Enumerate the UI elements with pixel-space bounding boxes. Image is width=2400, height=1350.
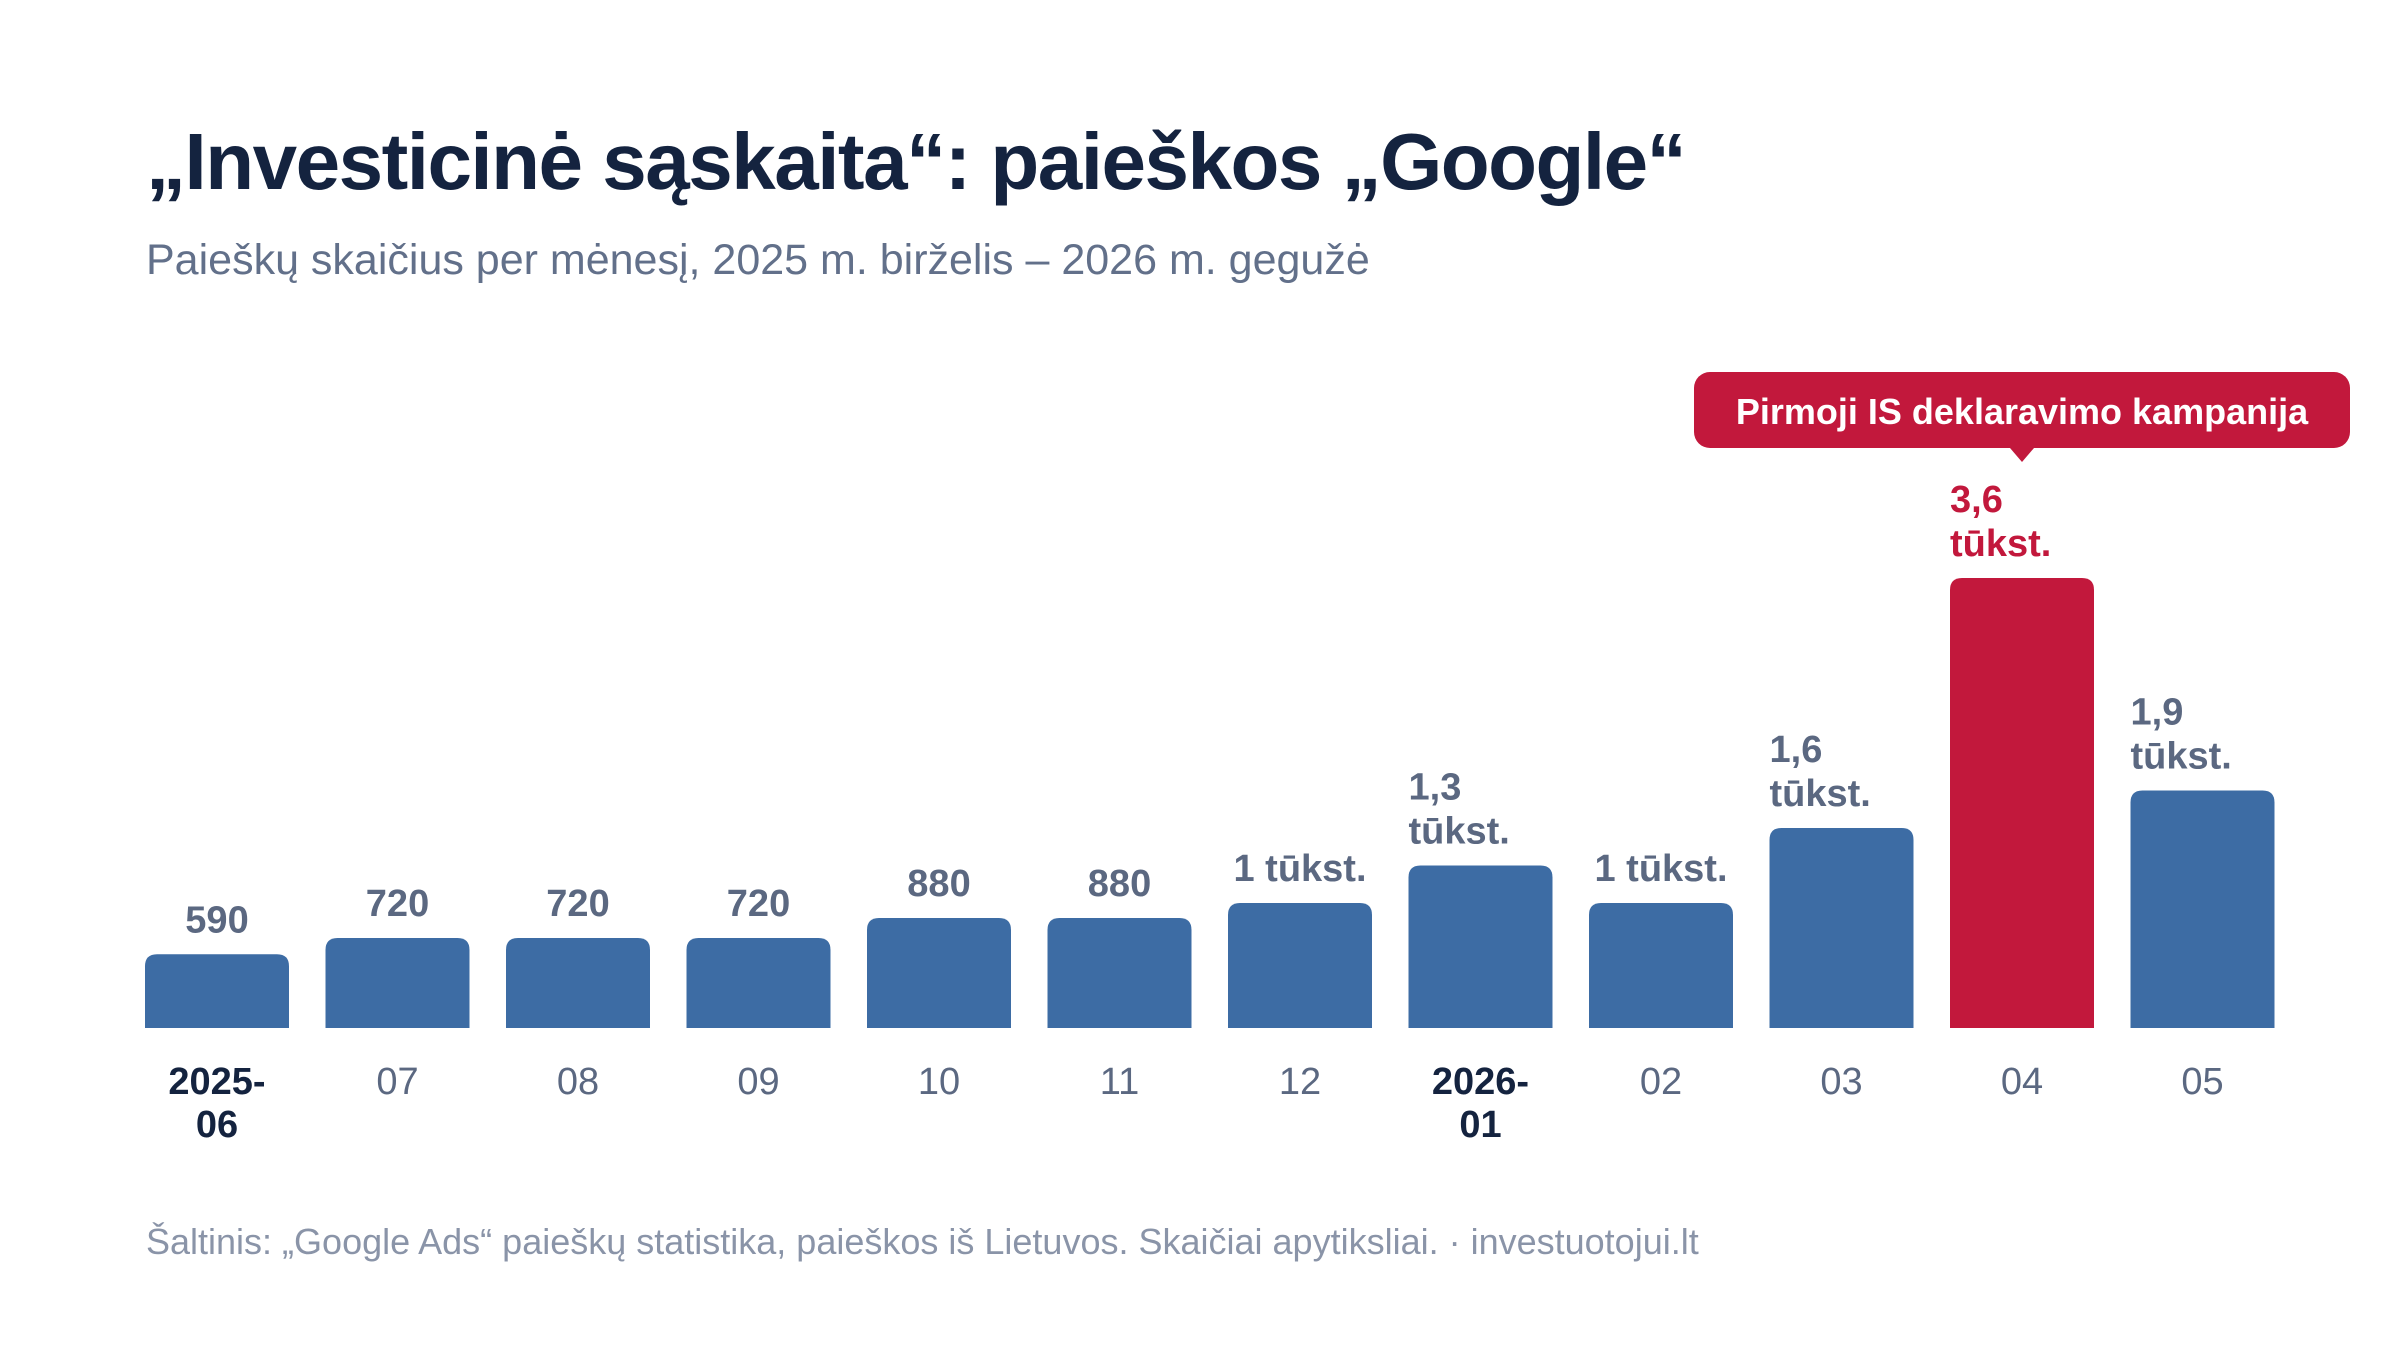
bar <box>1589 903 1733 1028</box>
x-tick-label: 01 <box>1459 1104 1501 1146</box>
bar-value-label: tūkst. <box>1409 811 1510 853</box>
bar-value-label: 720 <box>546 883 609 925</box>
x-tick-label: 06 <box>196 1104 238 1146</box>
bar-value-label: 1,9 <box>2131 692 2184 734</box>
x-tick-label: 07 <box>376 1061 418 1103</box>
x-tick-label: 02 <box>1640 1061 1682 1103</box>
bar-value-label: tūkst. <box>1770 773 1871 815</box>
x-tick-label: 08 <box>557 1061 599 1103</box>
bar-value-label: 1 tūkst. <box>1594 848 1727 890</box>
annotation-box <box>1694 372 2350 448</box>
bar <box>506 938 650 1028</box>
bar-value-label: 880 <box>1088 863 1151 905</box>
bar-value-label: 720 <box>727 883 790 925</box>
bar-value-label: 590 <box>185 899 248 941</box>
bar <box>686 938 831 1028</box>
chart-subtitle: Paieškų skaičius per mėnesį, 2025 m. bir… <box>146 236 1370 284</box>
bar <box>1769 828 1914 1028</box>
x-tick-label: 04 <box>2001 1061 2043 1103</box>
x-tick-label: 09 <box>737 1061 779 1103</box>
bar-value-label: 3,6 <box>1950 479 2003 521</box>
bar-value-label: 880 <box>907 863 970 905</box>
bar-value-label: 1,6 <box>1770 729 1823 771</box>
bar-highlight <box>1950 578 2094 1028</box>
bar <box>867 918 1011 1028</box>
x-tick-label: 10 <box>918 1061 960 1103</box>
bar-value-label: 720 <box>366 883 429 925</box>
chart-title: „Investicinė sąskaita“: paieškos „Google… <box>146 117 1687 206</box>
annotation-callout: Pirmoji IS deklaravimo kampanija <box>1694 372 2350 462</box>
bar <box>325 938 470 1028</box>
bar <box>145 954 289 1028</box>
bar-value-label: 1 tūkst. <box>1233 848 1366 890</box>
bar <box>2130 790 2275 1028</box>
bar <box>1228 903 1372 1028</box>
bar <box>1047 918 1192 1028</box>
x-tick-label: 2025- <box>168 1061 265 1103</box>
bar-value-label: tūkst. <box>2131 736 2232 778</box>
bar-value-label: tūkst. <box>1950 523 2051 565</box>
bar-value-label: 1,3 <box>1409 767 1462 809</box>
x-tick-label: 11 <box>1100 1061 1139 1103</box>
x-tick-label: 05 <box>2181 1061 2223 1103</box>
x-tick-label: 2026- <box>1432 1061 1529 1103</box>
source-note: Šaltinis: „Google Ads“ paieškų statistik… <box>146 1221 1699 1262</box>
x-tick-label: 03 <box>1820 1061 1862 1103</box>
bar <box>1408 865 1553 1028</box>
annotation-pointer <box>2010 448 2034 462</box>
annotation-text: Pirmoji IS deklaravimo kampanija <box>1736 391 2309 432</box>
x-tick-label: 12 <box>1279 1061 1321 1103</box>
